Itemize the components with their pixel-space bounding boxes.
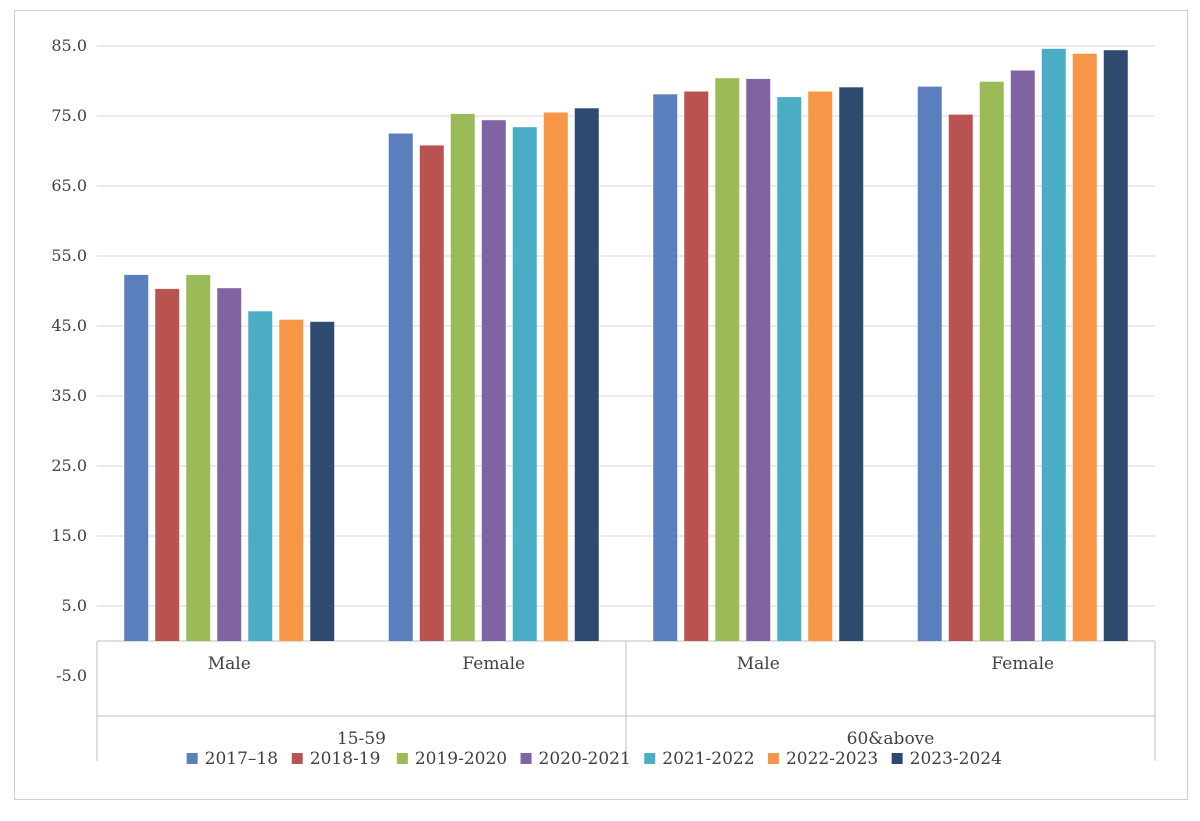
bar-chart: 85.0 75.0 65.0 55.0 45.0 35.0 25.0 15.0 5.0 -5.0 1… <box>51 36 1156 769</box>
legend-swatch <box>520 753 532 764</box>
bar <box>808 91 833 641</box>
y-tick-label: 35.0 <box>51 386 87 405</box>
legend-label: 2023-2024 <box>910 749 1002 769</box>
bar <box>248 311 273 641</box>
bar <box>1072 53 1097 641</box>
y-tick-label: 15.0 <box>51 526 87 545</box>
y-tick-label: 25.0 <box>51 456 87 475</box>
bar <box>512 127 537 641</box>
legend-label: 2019-2020 <box>415 749 507 769</box>
bar <box>388 133 413 641</box>
bar <box>186 274 211 641</box>
legend-swatch <box>186 753 198 764</box>
y-tick-label: 5.0 <box>62 596 87 615</box>
group-label: 15-59 <box>337 729 386 749</box>
bar <box>948 114 973 642</box>
category-label: Female <box>991 654 1054 674</box>
bar <box>839 87 864 642</box>
bar <box>217 288 242 641</box>
legend-label: 2018-19 <box>310 749 381 769</box>
legend-swatch <box>644 753 656 764</box>
bar <box>481 120 506 641</box>
legend-label: 2021-2022 <box>662 749 754 769</box>
bar <box>1103 50 1128 641</box>
bar <box>543 112 568 641</box>
legend-label: 2020-2021 <box>539 749 631 769</box>
bar <box>450 113 475 641</box>
y-tick-label: 65.0 <box>51 176 87 195</box>
category-label: Male <box>737 654 780 674</box>
category-label: Female <box>462 654 525 674</box>
bar <box>684 91 709 641</box>
bar <box>653 94 678 642</box>
bar <box>715 78 740 641</box>
legend-swatch <box>291 753 303 764</box>
y-tick-label: 85.0 <box>51 36 87 55</box>
bar <box>746 78 771 641</box>
legend-swatch <box>396 753 408 764</box>
y-tick-label: 55.0 <box>51 246 87 265</box>
legend-swatch <box>767 753 779 764</box>
y-tick-label: -5.0 <box>56 666 87 685</box>
bar <box>310 321 335 641</box>
bar <box>574 108 599 642</box>
chart-frame: 85.0 75.0 65.0 55.0 45.0 35.0 25.0 15.0 5.0 -5.0 1… <box>14 10 1188 800</box>
bar <box>124 274 149 641</box>
bar <box>1041 48 1066 642</box>
bar <box>979 81 1004 641</box>
bar <box>419 145 444 641</box>
legend-label: 2017–18 <box>205 749 278 769</box>
bar <box>279 319 304 641</box>
group-label: 60&above <box>847 729 935 749</box>
bar <box>917 86 942 642</box>
bar <box>1010 70 1035 641</box>
legend-label: 2022-2023 <box>786 749 878 769</box>
y-tick-label: 45.0 <box>51 316 87 335</box>
legend-swatch <box>891 753 903 764</box>
bar <box>777 97 802 642</box>
bar <box>155 288 180 641</box>
category-label: Male <box>208 654 251 674</box>
y-tick-label: 75.0 <box>51 106 87 125</box>
